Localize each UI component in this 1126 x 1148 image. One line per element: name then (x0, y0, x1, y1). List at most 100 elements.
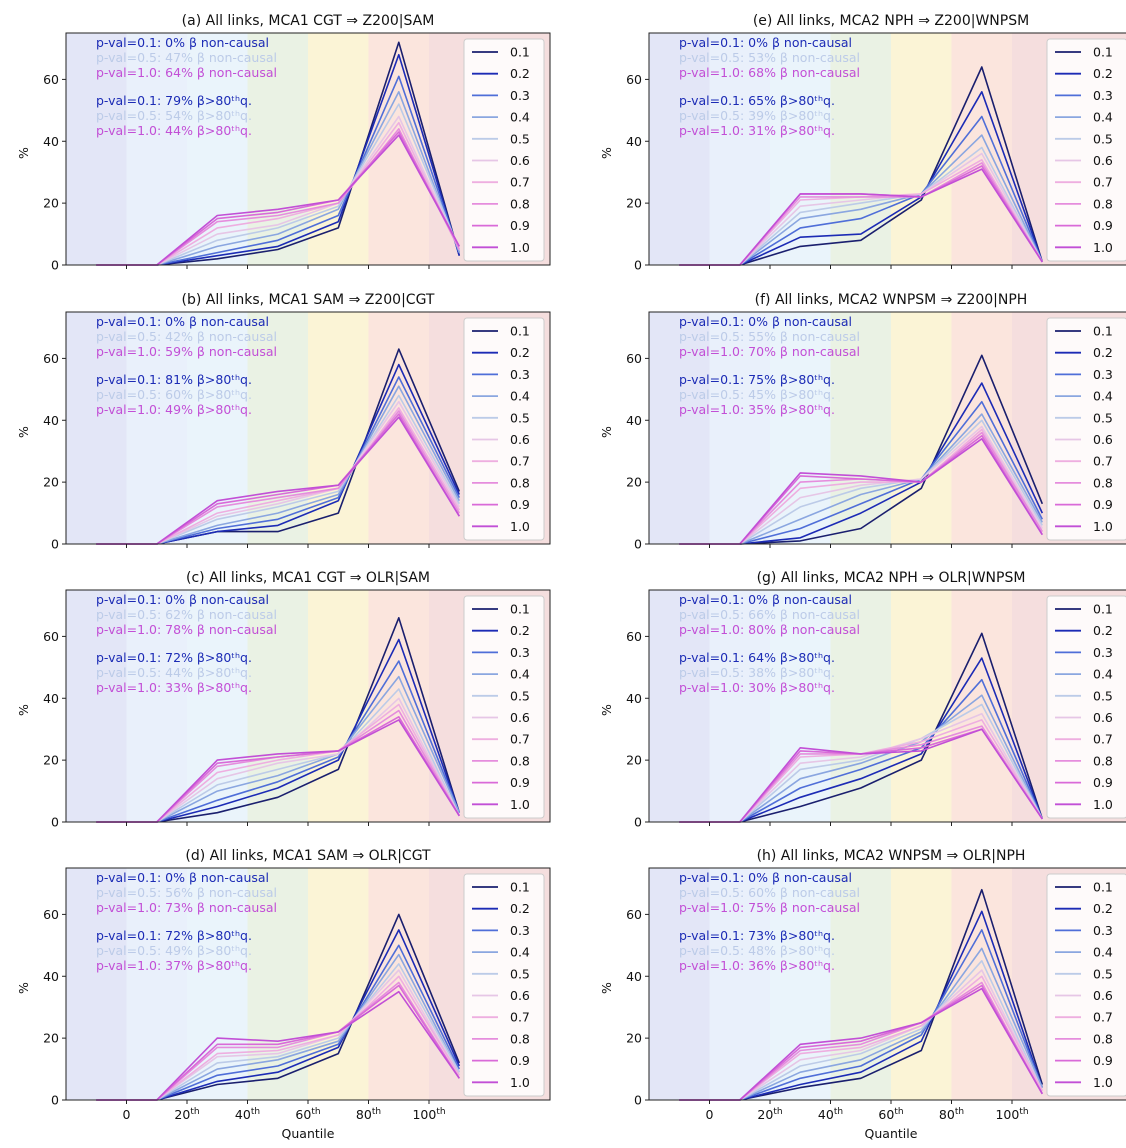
annotation-text: p-val=0.1: 0% β non-causal (679, 314, 852, 329)
legend-box (463, 317, 545, 541)
legend-label: 0.7 (510, 175, 530, 190)
y-axis-label: % (599, 704, 614, 716)
legend-label: 0.3 (510, 88, 530, 103)
legend-label: 0.7 (1093, 454, 1113, 469)
chart-title: (g) All links, MCA2 NPH ⇒ OLR|WNPSM (757, 570, 1026, 586)
annotation-text: p-val=0.1: 73% β>80ᵗʰq. (679, 928, 835, 943)
quantile-band (308, 590, 369, 822)
annotation-text: p-val=0.5: 44% β>80ᵗʰq. (96, 665, 252, 680)
legend-label: 1.0 (510, 519, 530, 534)
annotation-text: p-val=1.0: 70% β non-causal (679, 344, 860, 359)
legend-label: 0.5 (1093, 688, 1113, 703)
legend-label: 0.1 (1093, 324, 1113, 339)
legend-label: 0.7 (1093, 175, 1113, 190)
legend-label: 0.4 (1093, 667, 1113, 682)
legend-label: 0.4 (1093, 389, 1113, 404)
y-axis-label: % (16, 982, 31, 994)
chart-title: (b) All links, MCA1 SAM ⇒ Z200|CGT (182, 292, 435, 308)
x-tick-label: 60th (878, 1107, 903, 1122)
legend-label: 0.1 (1093, 602, 1113, 617)
legend-label: 0.4 (510, 389, 530, 404)
annotation-text: p-val=0.5: 55% β non-causal (679, 329, 860, 344)
y-tick-label: 60 (626, 72, 642, 87)
legend-label: 0.1 (510, 880, 530, 895)
legend-label: 0.8 (1093, 753, 1113, 768)
chart-title: (h) All links, MCA2 WNPSM ⇒ OLR|NPH (757, 848, 1026, 864)
y-tick-label: 0 (634, 815, 642, 830)
legend-label: 0.6 (1093, 432, 1113, 447)
y-axis-label: % (599, 147, 614, 159)
annotation-text: p-val=1.0: 59% β non-causal (96, 344, 277, 359)
legend-label: 0.1 (510, 602, 530, 617)
legend-box (1046, 38, 1126, 262)
x-tick-label: 20th (174, 1107, 199, 1122)
y-tick-label: 0 (634, 1093, 642, 1108)
chart-panel: (g) All links, MCA2 NPH ⇒ OLR|WNPSM 0 20 40… (599, 570, 1126, 830)
legend-label: 0.6 (510, 988, 530, 1003)
legend-label: 0.2 (1093, 901, 1113, 916)
y-tick-label: 20 (626, 475, 642, 490)
legend-label: 1.0 (1093, 240, 1113, 255)
quantile-band (709, 590, 770, 822)
quantile-band (709, 33, 770, 265)
chart-title: (f) All links, MCA2 WNPSM ⇒ Z200|NPH (755, 292, 1028, 308)
legend-label: 1.0 (510, 1075, 530, 1090)
annotation-text: p-val=1.0: 64% β non-causal (96, 65, 277, 80)
y-tick-label: 0 (634, 258, 642, 273)
y-tick-label: 20 (43, 1031, 59, 1046)
annotation-text: p-val=0.5: 54% β>80ᵗʰq. (96, 108, 252, 123)
legend-label: 0.6 (1093, 153, 1113, 168)
chart-title: (e) All links, MCA2 NPH ⇒ Z200|WNPSM (753, 13, 1029, 29)
x-axis-label: Quantile (282, 1126, 335, 1141)
legend-label: 0.8 (510, 475, 530, 490)
quantile-band (247, 868, 308, 1100)
y-tick-label: 40 (43, 969, 59, 984)
quantile-band (308, 868, 369, 1100)
annotation-text: p-val=0.5: 49% β>80ᵗʰq. (96, 943, 252, 958)
annotation-text: p-val=1.0: 73% β non-causal (96, 900, 277, 915)
annotation-text: p-val=0.1: 72% β>80ᵗʰq. (96, 650, 252, 665)
quantile-band (891, 868, 952, 1100)
y-tick-label: 0 (51, 258, 59, 273)
legend-label: 0.8 (1093, 196, 1113, 211)
y-tick-label: 20 (43, 196, 59, 211)
annotation-text: p-val=1.0: 68% β non-causal (679, 65, 860, 80)
legend-label: 0.6 (1093, 710, 1113, 725)
x-tick-label: 100th (995, 1107, 1028, 1122)
y-axis-label: % (16, 147, 31, 159)
legend-label: 0.1 (1093, 880, 1113, 895)
legend-label: 0.2 (510, 901, 530, 916)
annotation-text: p-val=1.0: 37% β>80ᵗʰq. (96, 958, 252, 973)
quantile-band (187, 312, 248, 544)
annotation-text: p-val=0.1: 79% β>80ᵗʰq. (96, 93, 252, 108)
quantile-band (891, 590, 952, 822)
x-tick-label: 80th (356, 1107, 381, 1122)
chart-panel: (f) All links, MCA2 WNPSM ⇒ Z200|NPH 0 20 4… (599, 292, 1126, 552)
y-tick-label: 60 (43, 629, 59, 644)
quantile-band (770, 312, 831, 544)
legend-label: 0.3 (1093, 923, 1113, 938)
chart-panel: (b) All links, MCA1 SAM ⇒ Z200|CGT 0 20 40 6… (16, 292, 551, 552)
x-tick-label: 80th (939, 1107, 964, 1122)
quantile-band (126, 590, 187, 822)
legend-label: 0.1 (510, 324, 530, 339)
legend-label: 0.9 (510, 775, 530, 790)
annotation-text: p-val=0.1: 0% β non-causal (96, 35, 269, 50)
legend-label: 0.9 (510, 1053, 530, 1068)
annotation-text: p-val=1.0: 49% β>80ᵗʰq. (96, 402, 252, 417)
legend-label: 0.7 (1093, 1010, 1113, 1025)
legend-label: 0.6 (510, 432, 530, 447)
legend-label: 1.0 (1093, 797, 1113, 812)
chart-panel: (a) All links, MCA1 CGT ⇒ Z200|SAM 0 20 40 6… (16, 13, 551, 273)
annotation-text: p-val=1.0: 35% β>80ᵗʰq. (679, 402, 835, 417)
chart-panel: (e) All links, MCA2 NPH ⇒ Z200|WNPSM 0 20 4… (599, 13, 1126, 273)
quantile-band (126, 868, 187, 1100)
legend-box (1046, 317, 1126, 541)
legend-label: 0.2 (510, 66, 530, 81)
legend-label: 0.9 (1093, 497, 1113, 512)
legend-label: 0.1 (510, 45, 530, 60)
annotation-text: p-val=1.0: 44% β>80ᵗʰq. (96, 123, 252, 138)
legend-label: 0.5 (510, 688, 530, 703)
legend-label: 0.3 (1093, 367, 1113, 382)
